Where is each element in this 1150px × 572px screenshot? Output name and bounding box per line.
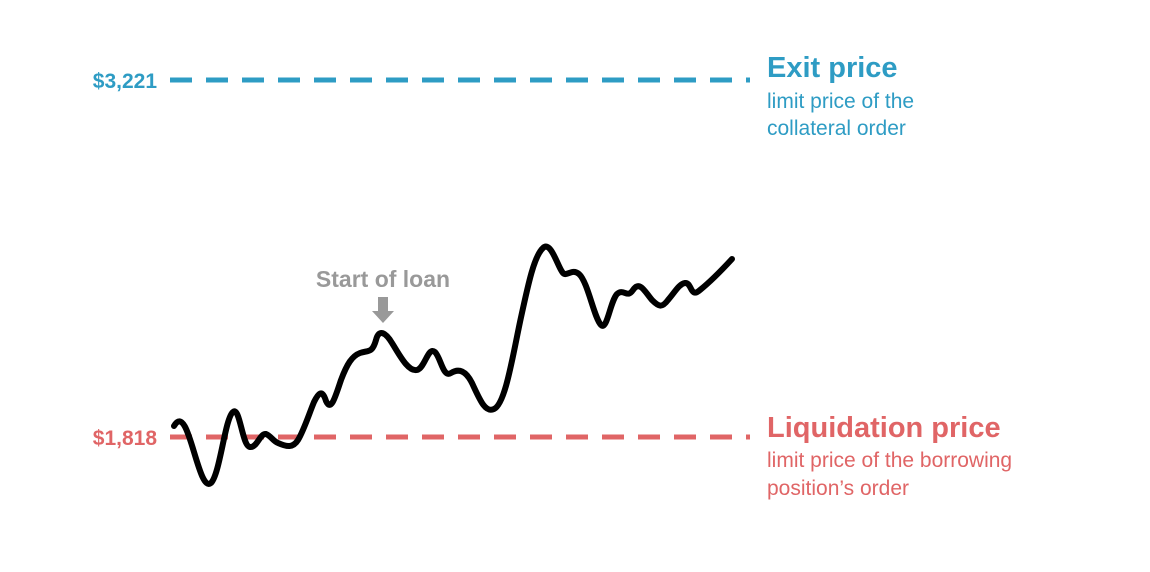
liquidation-price-title: Liquidation price bbox=[767, 412, 1001, 444]
start-of-loan-annotation: Start of loan bbox=[316, 266, 450, 323]
exit-price-subtitle-line-2: collateral order bbox=[767, 117, 906, 140]
liquidation-price-value: $1,818 bbox=[93, 427, 158, 450]
liquidation-price-subtitle-line-1: limit price of the borrowing bbox=[767, 449, 1012, 472]
start-of-loan-label: Start of loan bbox=[316, 266, 450, 292]
exit-price-group: $3,221 Exit price limit price of the col… bbox=[93, 52, 914, 140]
liquidation-price-group: $1,818 Liquidation price limit price of … bbox=[93, 412, 1012, 500]
exit-price-title: Exit price bbox=[767, 52, 898, 84]
down-arrow-icon bbox=[372, 297, 394, 323]
liquidation-price-subtitle-line-2: position’s order bbox=[767, 477, 909, 500]
price-path-line bbox=[171, 243, 735, 487]
exit-price-value: $3,221 bbox=[93, 70, 158, 93]
exit-price-subtitle-line-1: limit price of the bbox=[767, 90, 914, 113]
